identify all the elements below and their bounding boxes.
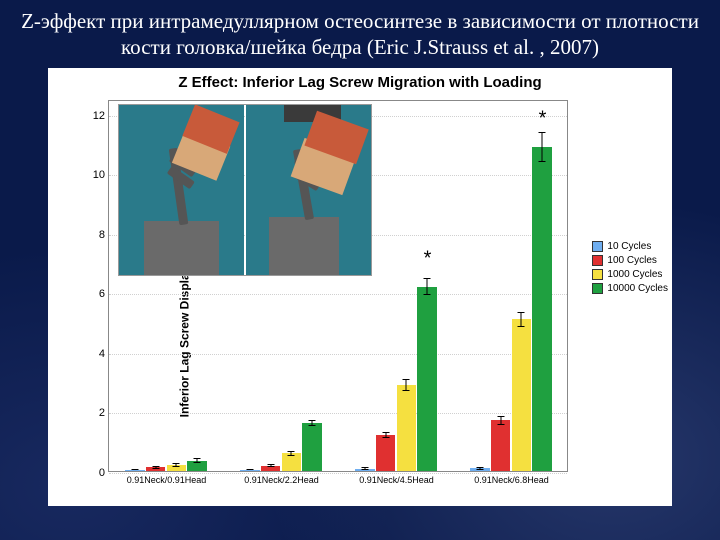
legend-item: 10 Cycles <box>592 241 668 252</box>
x-category-label: 0.91Neck/2.2Head <box>244 471 319 485</box>
bar <box>417 287 437 472</box>
y-tick-label: 6 <box>99 288 109 300</box>
significance-star: * <box>539 107 547 130</box>
bar <box>282 453 302 471</box>
error-bar <box>291 451 292 456</box>
inset-photo-1 <box>119 105 244 275</box>
bar <box>355 469 375 471</box>
gridline <box>109 294 567 295</box>
x-category-label: 0.91Neck/6.8Head <box>474 471 549 485</box>
legend-swatch <box>592 269 603 280</box>
inset-photos <box>118 104 372 276</box>
bar <box>167 465 187 471</box>
legend: 10 Cycles 100 Cycles 1000 Cycles 10000 Cycl… <box>592 238 668 297</box>
legend-label: 10000 Cycles <box>607 283 668 294</box>
legend-swatch <box>592 241 603 252</box>
gridline <box>109 413 567 414</box>
significance-star: * <box>424 247 432 270</box>
legend-swatch <box>592 283 603 294</box>
y-tick-label: 12 <box>93 110 109 122</box>
error-bar <box>406 379 407 391</box>
inset-photo-2 <box>246 105 371 275</box>
y-tick-label: 8 <box>99 229 109 241</box>
gridline <box>109 354 567 355</box>
error-bar <box>542 132 543 162</box>
error-bar <box>197 458 198 463</box>
y-tick-label: 0 <box>99 467 109 479</box>
error-bar <box>385 432 386 438</box>
bar <box>187 461 207 471</box>
x-category-label: 0.91Neck/0.91Head <box>127 471 207 485</box>
bar <box>397 385 417 471</box>
bar <box>532 147 552 471</box>
chart-panel: Z Effect: Inferior Lag Screw Migration w… <box>48 68 672 506</box>
bar <box>491 420 511 471</box>
bar <box>470 468 490 471</box>
bar <box>125 470 145 471</box>
y-tick-label: 4 <box>99 348 109 360</box>
legend-swatch <box>592 255 603 266</box>
bar <box>376 435 396 471</box>
error-bar <box>500 416 501 425</box>
bar <box>146 467 166 471</box>
error-bar <box>312 420 313 426</box>
slide-title: Z-эффект при интрамедуллярном остеосинте… <box>0 0 720 65</box>
error-bar <box>479 467 480 470</box>
legend-label: 100 Cycles <box>607 255 656 266</box>
error-bar <box>427 278 428 296</box>
error-bar <box>270 464 271 467</box>
bar <box>261 466 281 471</box>
chart-title: Z Effect: Inferior Lag Screw Migration w… <box>48 68 672 91</box>
legend-item: 100 Cycles <box>592 255 668 266</box>
bar <box>512 319 532 471</box>
x-category-label: 0.91Neck/4.5Head <box>359 471 434 485</box>
error-bar <box>521 312 522 327</box>
y-tick-label: 10 <box>93 169 109 181</box>
legend-label: 1000 Cycles <box>607 269 662 280</box>
legend-item: 1000 Cycles <box>592 269 668 280</box>
error-bar <box>249 469 250 471</box>
error-bar <box>155 466 156 469</box>
legend-label: 10 Cycles <box>607 241 651 252</box>
error-bar <box>364 467 365 469</box>
legend-item: 10000 Cycles <box>592 283 668 294</box>
bar <box>240 470 260 471</box>
y-tick-label: 2 <box>99 407 109 419</box>
error-bar <box>176 463 177 467</box>
bar <box>302 423 322 471</box>
error-bar <box>134 469 135 471</box>
